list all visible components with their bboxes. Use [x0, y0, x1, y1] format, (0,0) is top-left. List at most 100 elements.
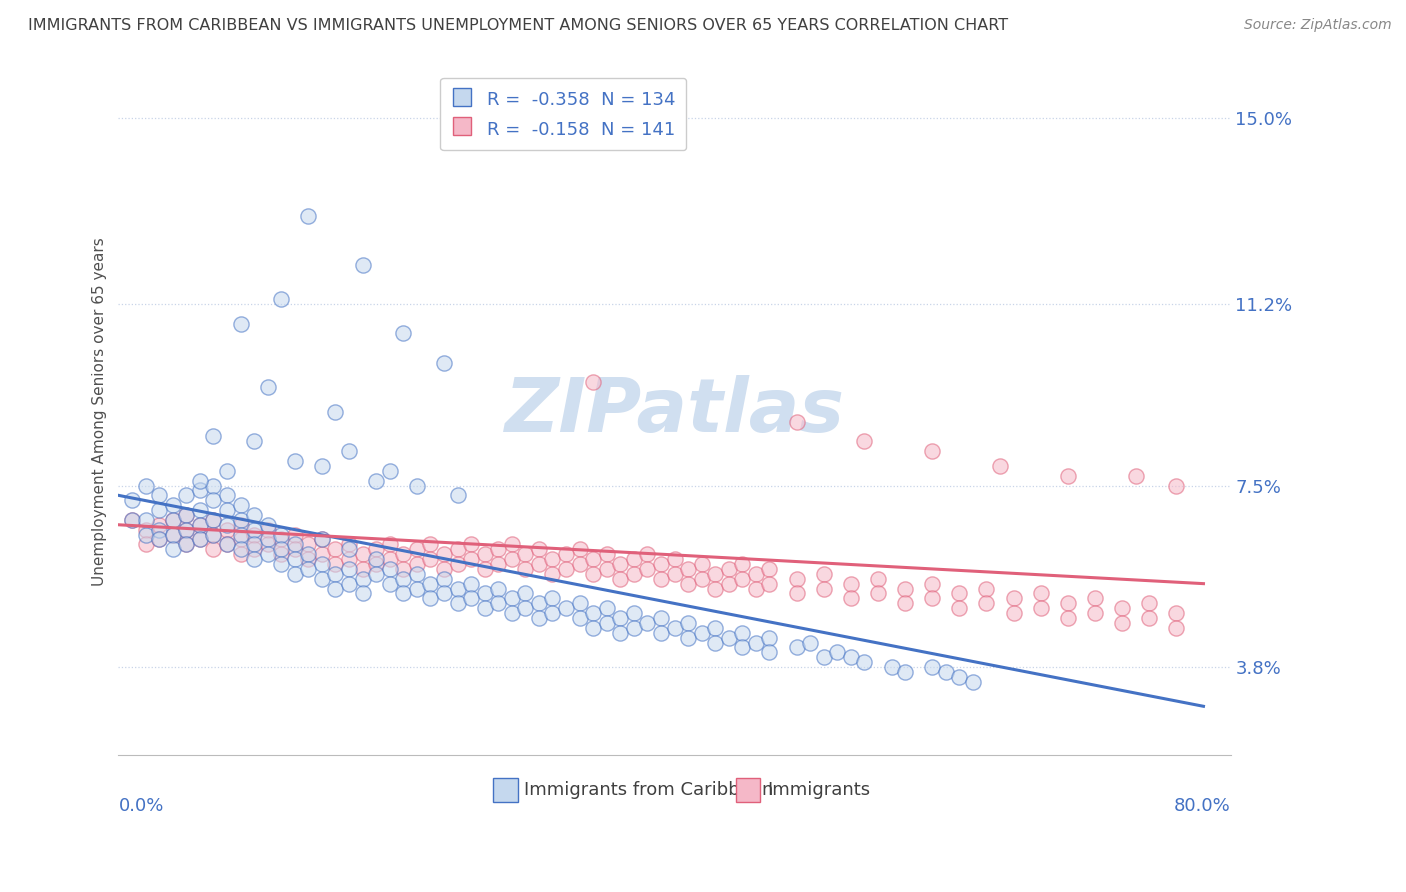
Point [392, 562, 415, 576]
Point [568, 611, 591, 625]
Point [527, 557, 550, 571]
Point [392, 572, 415, 586]
Point [609, 625, 631, 640]
Point [745, 635, 768, 649]
Point [284, 537, 307, 551]
Point [405, 542, 427, 557]
Point [284, 542, 307, 557]
Point [717, 631, 740, 645]
Point [1002, 591, 1025, 606]
Point [229, 317, 252, 331]
Point [446, 596, 468, 610]
Point [921, 591, 943, 606]
Point [839, 591, 862, 606]
Point [799, 635, 821, 649]
Text: IMMIGRANTS FROM CARIBBEAN VS IMMIGRANTS UNEMPLOYMENT AMONG SENIORS OVER 65 YEARS: IMMIGRANTS FROM CARIBBEAN VS IMMIGRANTS … [28, 18, 1008, 33]
Point [976, 582, 998, 596]
Point [419, 591, 441, 606]
Point [717, 562, 740, 576]
Point [419, 552, 441, 566]
Point [174, 537, 197, 551]
Point [256, 523, 278, 537]
Point [243, 434, 266, 449]
Point [378, 464, 401, 478]
Point [256, 533, 278, 547]
Point [731, 640, 754, 655]
Point [243, 537, 266, 551]
Point [135, 513, 157, 527]
Point [352, 547, 374, 561]
Point [582, 621, 605, 635]
Point [162, 498, 184, 512]
Point [501, 552, 523, 566]
Point [188, 533, 211, 547]
Point [894, 596, 917, 610]
Point [486, 582, 509, 596]
Point [541, 606, 564, 620]
Point [690, 572, 713, 586]
Point [555, 601, 578, 615]
Point [148, 488, 170, 502]
Point [1029, 601, 1052, 615]
Point [501, 537, 523, 551]
Point [243, 527, 266, 541]
Point [623, 606, 645, 620]
Point [256, 537, 278, 551]
Point [976, 596, 998, 610]
Point [609, 557, 631, 571]
Point [894, 582, 917, 596]
Point [162, 513, 184, 527]
Point [717, 576, 740, 591]
Point [664, 566, 686, 581]
Point [596, 547, 619, 561]
Point [148, 523, 170, 537]
Point [174, 523, 197, 537]
Point [446, 557, 468, 571]
Point [270, 527, 292, 541]
Point [1166, 621, 1188, 635]
Point [352, 562, 374, 576]
Point [486, 596, 509, 610]
Point [988, 458, 1011, 473]
Point [162, 527, 184, 541]
Point [229, 498, 252, 512]
Point [1111, 615, 1133, 630]
Text: Source: ZipAtlas.com: Source: ZipAtlas.com [1244, 18, 1392, 32]
Point [352, 572, 374, 586]
Point [568, 542, 591, 557]
Point [948, 586, 970, 600]
Point [962, 674, 984, 689]
Point [786, 415, 808, 429]
Text: Immigrants: Immigrants [766, 781, 870, 799]
Point [582, 552, 605, 566]
Point [148, 533, 170, 547]
Point [433, 547, 456, 561]
Point [786, 640, 808, 655]
Point [541, 566, 564, 581]
Point [202, 513, 225, 527]
Point [174, 488, 197, 502]
Point [325, 405, 347, 419]
Point [392, 547, 415, 561]
Point [866, 572, 889, 586]
Point [378, 552, 401, 566]
Point [650, 572, 672, 586]
Point [392, 586, 415, 600]
Point [366, 566, 388, 581]
Point [297, 537, 319, 551]
Point [405, 478, 427, 492]
Point [311, 547, 333, 561]
Bar [494, 778, 517, 802]
Point [596, 615, 619, 630]
Point [433, 586, 456, 600]
Point [527, 542, 550, 557]
Point [284, 527, 307, 541]
Point [636, 547, 658, 561]
Point [405, 557, 427, 571]
Point [270, 557, 292, 571]
Point [527, 611, 550, 625]
Point [786, 572, 808, 586]
Point [474, 562, 496, 576]
Point [1137, 611, 1160, 625]
Point [202, 478, 225, 492]
